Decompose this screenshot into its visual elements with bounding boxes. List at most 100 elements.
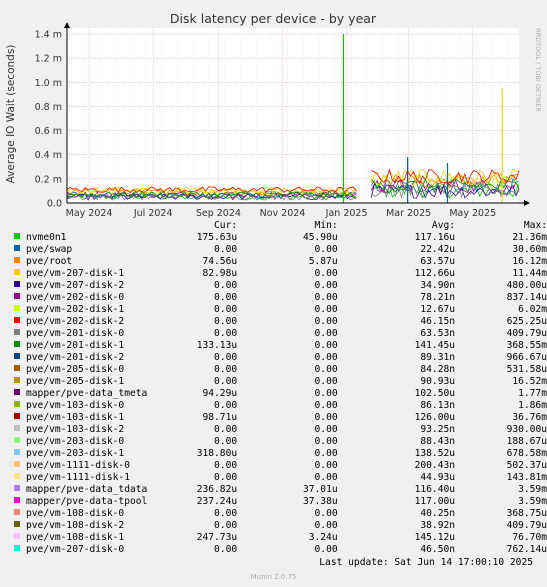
legend-label: pve/vm-207-disk-0	[26, 544, 125, 555]
legend-label: pve/vm-205-disk-0	[26, 364, 125, 375]
legend-row: pve/root 74.56u 5.87u 63.57u 16.12m	[14, 256, 547, 268]
legend-avg-value: 46.15n	[420, 316, 456, 327]
x-tick-label: Jan 2025	[325, 208, 368, 218]
legend-min-value: 37.01u	[302, 484, 338, 495]
y-axis: 0.0 0.2 m 0.4 m 0.6 m 0.8 m 1.0 m 1.2 m 1.4 m	[35, 30, 62, 210]
legend-swatch	[14, 449, 20, 455]
legend-avg-value: 102.50u	[414, 388, 456, 399]
legend-swatch	[14, 509, 20, 515]
legend-swatch	[14, 425, 20, 431]
legend-row: mapper/pve-data_tmeta 94.29u 0.00 102.50u 1.…	[14, 388, 547, 400]
legend-swatch	[14, 269, 20, 275]
legend-swatch	[14, 437, 20, 443]
legend-body: nvme0n1 175.63u 45.90u 117.16u 21.36m pve/swa…	[14, 232, 547, 556]
legend-cur-value: 0.00	[214, 244, 238, 255]
legend-cur-value: 237.24u	[196, 496, 238, 507]
legend-row: pve/vm-1111-disk-0 0.00 0.00 200.43n 502.37u	[14, 460, 547, 472]
x-axis: May 2024 Jul 2024 Sep 2024 Nov 2024 Jan 2025…	[66, 208, 497, 218]
legend-swatch	[14, 401, 20, 407]
legend-row: pve/vm-203-disk-0 0.00 0.00 88.43n 188.67u	[14, 436, 547, 448]
legend-cur-value: 175.63u	[196, 232, 238, 243]
legend-min-value: 0.00	[314, 424, 338, 435]
series-line	[66, 178, 520, 199]
legend-row: pve/vm-103-disk-0 0.00 0.00 86.13n 1.86m	[14, 400, 547, 412]
legend-label: pve/vm-202-disk-1	[26, 304, 125, 315]
legend-max-value: 1.77m	[518, 388, 547, 399]
legend-cur-value: 247.73u	[196, 532, 238, 543]
x-tick-label: May 2024	[66, 208, 113, 218]
series-lines	[66, 168, 520, 201]
legend-min-value: 0.00	[314, 460, 338, 471]
legend-row-name: pve/vm-108-disk-0	[14, 508, 181, 520]
series-line	[66, 168, 520, 194]
legend-avg-value: 22.42u	[420, 244, 456, 255]
legend-row-name: pve/vm-103-disk-0	[14, 400, 181, 412]
legend-swatch	[14, 233, 20, 239]
legend-cur-value: 0.00	[214, 280, 238, 291]
legend-row: pve/vm-201-disk-2 0.00 0.00 89.31n 966.67u	[14, 352, 547, 364]
legend-row: pve/vm-207-disk-2 0.00 0.00 34.90n 480.00u	[14, 280, 547, 292]
legend-swatch	[14, 305, 20, 311]
legend-label: pve/vm-103-disk-1	[26, 412, 125, 423]
legend-cur-value: 0.00	[214, 304, 238, 315]
legend-max-value: 368.55m	[506, 340, 547, 351]
legend-row-name: pve/vm-103-disk-1	[14, 412, 181, 424]
legend-row: pve/vm-201-disk-1 133.13u 0.00 141.45u 368.5…	[14, 340, 547, 352]
legend-swatch	[14, 281, 20, 287]
legend-avg-value: 44.93u	[420, 472, 456, 483]
y-tick-label: 0.2 m	[35, 174, 62, 185]
legend-label: pve/vm-202-disk-2	[26, 316, 125, 327]
legend-max-value: 678.58m	[506, 448, 547, 459]
legend-row-name: mapper/pve-data_tdata	[14, 484, 181, 496]
legend-cur-value: 0.00	[214, 472, 238, 483]
legend-swatch	[14, 317, 20, 323]
legend-avg-value: 138.52u	[414, 448, 456, 459]
legend-label: pve/vm-203-disk-1	[26, 448, 125, 459]
legend-cur-value: 133.13u	[196, 340, 238, 351]
legend-label: pve/vm-103-disk-2	[26, 424, 125, 435]
legend-row-name: pve/vm-203-disk-1	[14, 448, 181, 460]
legend-min-value: 0.00	[314, 472, 338, 483]
legend-header-min: Min:	[314, 220, 338, 231]
y-tick-label: 0.8 m	[35, 102, 62, 113]
legend-swatch	[14, 461, 20, 467]
legend-header-avg: Avg:	[431, 220, 456, 231]
legend-avg-value: 93.25n	[420, 424, 456, 435]
munin-version: Munin 2.0.75	[250, 573, 297, 581]
legend-cur-value: 0.00	[214, 460, 238, 471]
legend-label: mapper/pve-data_tdata	[26, 484, 148, 495]
legend-swatch	[14, 257, 20, 263]
legend-swatch	[14, 353, 20, 359]
legend-max-value: 409.79u	[506, 520, 547, 531]
legend-avg-value: 145.12u	[414, 532, 456, 543]
legend-cur-value: 74.56u	[202, 256, 238, 267]
y-tick-label: 1.2 m	[35, 54, 62, 65]
legend-avg-value: 38.92n	[420, 520, 456, 531]
series-line	[66, 177, 520, 199]
legend-header: Cur: Min: Avg: Max:	[14, 220, 547, 232]
legend-label: pve/vm-108-disk-0	[26, 508, 125, 519]
legend-cur-value: 0.00	[214, 544, 238, 555]
legend-row: pve/vm-108-disk-2 0.00 0.00 38.92n 409.79u	[14, 520, 547, 532]
legend-label: pve/vm-201-disk-0	[26, 328, 125, 339]
legend-row: mapper/pve-data-tpool 237.24u 37.38u 117.00…	[14, 496, 547, 508]
legend-swatch	[14, 293, 20, 299]
legend-cur-value: 0.00	[214, 352, 238, 363]
legend-min-value: 0.00	[314, 400, 338, 411]
legend-max-value: 3.59m	[518, 484, 547, 495]
legend-row-name: pve/vm-201-disk-0	[14, 328, 181, 340]
legend-row-name: pve/vm-108-disk-2	[14, 520, 181, 532]
y-axis-label: Average IO Wait (seconds)	[5, 45, 17, 184]
legend-cur-value: 82.98u	[202, 268, 238, 279]
legend-row-name: pve/vm-202-disk-2	[14, 316, 181, 328]
legend-min-value: 0.00	[314, 436, 338, 447]
legend-swatch	[14, 473, 20, 479]
legend-swatch	[14, 389, 20, 395]
legend-row-name: mapper/pve-data_tmeta	[14, 388, 181, 400]
legend-cur-value: 0.00	[214, 508, 238, 519]
legend-row: pve/vm-103-disk-1 98.71u 0.00 126.00u 36.76m	[14, 412, 547, 424]
legend-label: pve/vm-103-disk-0	[26, 400, 125, 411]
legend-label: pve/vm-108-disk-2	[26, 520, 125, 531]
legend-row: pve/vm-205-disk-1 0.00 0.00 90.93u 16.52m	[14, 376, 547, 388]
legend-swatch	[14, 533, 20, 539]
